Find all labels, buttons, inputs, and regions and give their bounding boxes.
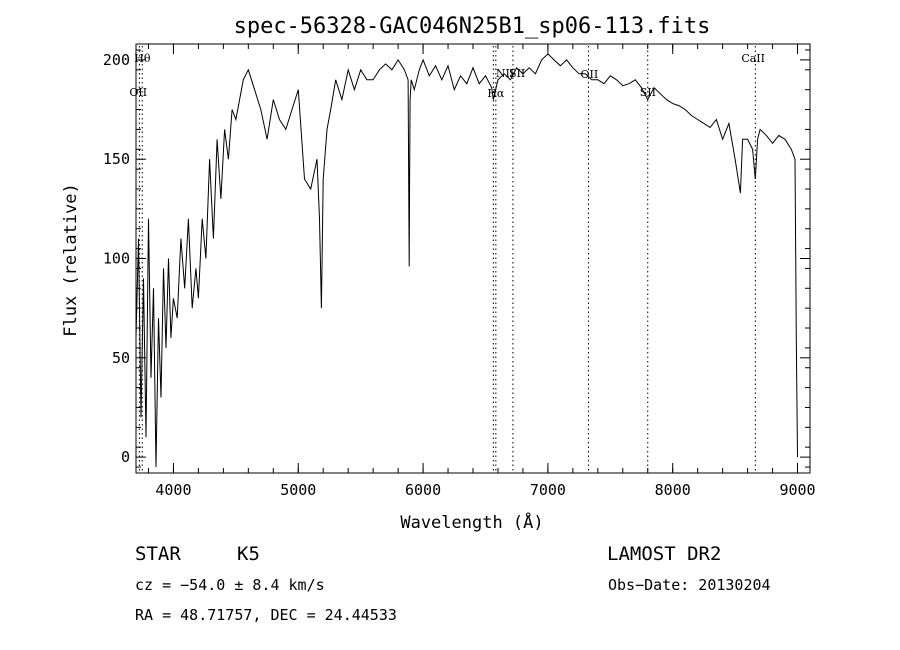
redshift-info: cz = −54.0 ± 8.4 km/s <box>135 576 325 594</box>
x-tick-label: 6000 <box>405 481 441 499</box>
x-tick-label: 8000 <box>655 481 691 499</box>
reference-line-label: SII <box>509 67 525 80</box>
x-tick-label: 4000 <box>155 481 191 499</box>
y-tick-label: 150 <box>103 150 130 168</box>
reference-line-label: SII <box>640 86 656 99</box>
y-tick-label: 0 <box>121 448 130 466</box>
coordinates-info: RA = 48.71757, DEC = 24.44533 <box>135 606 397 624</box>
reference-line-label: NII <box>496 67 514 80</box>
y-tick-label: 50 <box>112 349 130 367</box>
spectrum-line <box>135 53 798 468</box>
reference-line-label: CaII <box>741 52 765 65</box>
survey-name: LAMOST DR2 <box>607 543 721 565</box>
plot-frame <box>135 43 811 474</box>
y-tick-label: 100 <box>103 250 130 268</box>
object-subclass: K5 <box>237 543 260 565</box>
y-tick-label: 200 <box>103 51 130 69</box>
reference-line-label: OII <box>129 86 147 99</box>
object-class: STAR <box>135 543 181 565</box>
chart-title: spec-56328-GAC046N25B1_sp06-113.fits <box>234 14 711 39</box>
observation-date: Obs−Date: 20130204 <box>608 576 771 594</box>
x-tick-label: 9000 <box>779 481 815 499</box>
plot-axes: 4000 5000 6000 7000 8000 9000 0 50 100 150 200 <box>103 43 816 499</box>
y-axis-label: Flux (relative) <box>61 183 81 337</box>
x-tick-label: 7000 <box>530 481 566 499</box>
reference-line-label: OII <box>580 68 598 81</box>
reference-line-label: Hθ <box>134 52 151 65</box>
x-axis-label: Wavelength (Å) <box>400 511 543 533</box>
x-tick-label: 5000 <box>280 481 316 499</box>
